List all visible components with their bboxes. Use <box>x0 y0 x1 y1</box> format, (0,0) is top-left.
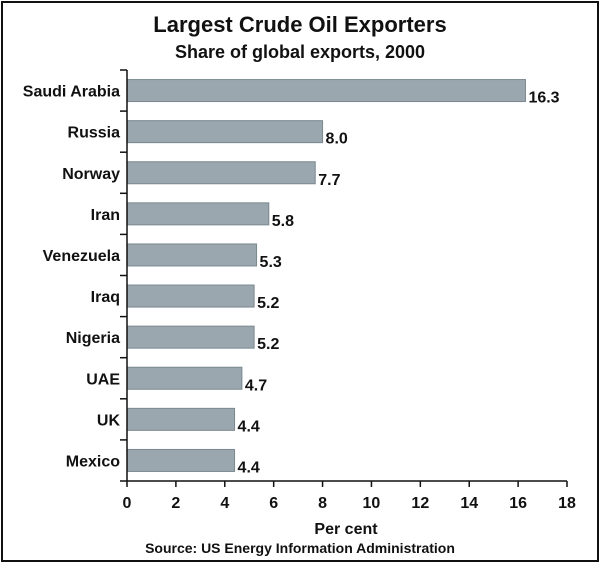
bar-iran <box>126 202 270 226</box>
bar-uae <box>126 366 243 390</box>
category-labels: Saudi Arabia Russia Norway Iran Venezuela Ira… <box>23 84 121 471</box>
x-tick-label: 10 <box>363 495 381 512</box>
category-label: Saudi Arabia <box>23 84 120 101</box>
value-label: 5.8 <box>272 213 294 230</box>
bar-russia <box>126 120 324 144</box>
x-tick-label: 0 <box>123 495 132 512</box>
category-label: Nigeria <box>66 330 120 347</box>
value-label: 5.2 <box>257 295 279 312</box>
value-label: 4.7 <box>245 377 267 394</box>
bar-norway <box>126 161 316 185</box>
value-label: 8.0 <box>326 131 348 148</box>
bar-saudi-arabia <box>126 79 526 103</box>
bar-mexico <box>126 448 236 472</box>
category-label: Venezuela <box>43 248 120 265</box>
x-tick-labels: 0 2 4 6 8 10 12 14 16 18 <box>123 495 576 512</box>
value-label: 7.7 <box>318 172 340 189</box>
category-label: UK <box>97 412 121 429</box>
category-label: Iraq <box>91 289 120 306</box>
value-label: 4.4 <box>238 418 260 435</box>
category-label: Mexico <box>66 453 120 470</box>
value-label: 5.2 <box>257 336 279 353</box>
value-labels: 16.3 8.0 7.7 5.8 5.3 5.2 5.2 4.7 4.4 4.4 <box>238 90 560 477</box>
value-label: 16.3 <box>528 90 559 107</box>
category-label: UAE <box>86 371 120 388</box>
bar-venezuela <box>126 243 258 267</box>
x-tick-label: 12 <box>411 495 429 512</box>
category-label: Norway <box>62 166 120 183</box>
x-tick-label: 14 <box>460 495 478 512</box>
x-tick-label: 2 <box>171 495 180 512</box>
x-tick-label: 18 <box>558 495 576 512</box>
bars-group <box>126 79 526 472</box>
bar-uk <box>126 407 236 431</box>
category-label: Russia <box>68 125 121 142</box>
x-tick-label: 6 <box>269 495 278 512</box>
category-label: Iran <box>91 207 120 224</box>
value-label: 5.3 <box>260 254 282 271</box>
chart-subtitle: Share of global exports, 2000 <box>175 42 425 62</box>
x-tick-label: 16 <box>509 495 527 512</box>
x-tick-label: 8 <box>318 495 327 512</box>
chart-title: Largest Crude Oil Exporters <box>153 12 446 37</box>
x-tick-label: 4 <box>220 495 229 512</box>
x-axis-label: Per cent <box>314 521 378 538</box>
source-note: Source: US Energy Information Administra… <box>145 540 455 556</box>
bar-iraq <box>126 284 255 308</box>
axes-group <box>120 69 568 487</box>
bar-nigeria <box>126 325 255 349</box>
value-label: 4.4 <box>238 459 260 476</box>
